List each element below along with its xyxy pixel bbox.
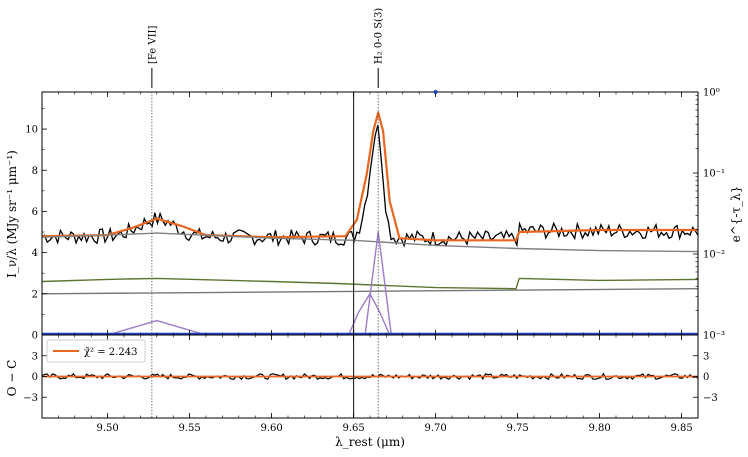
fit-line-1: [41, 111, 698, 242]
x-tick-label: 9.65: [342, 423, 364, 434]
x-tick-label: 9.75: [506, 423, 528, 434]
residual-line: [41, 372, 699, 381]
legend-box: [46, 339, 146, 363]
legend: χ̃² = 2.243: [46, 339, 146, 363]
residual-y-tick-label-right: 3: [703, 351, 709, 362]
x-tick-label: 9.85: [670, 423, 692, 434]
y-tick-label: 4: [32, 248, 38, 259]
line-label-0: [Fe VII]: [147, 25, 158, 64]
extinction-line-3: [41, 277, 699, 290]
observed-spectrum: [41, 124, 699, 248]
y-right-axis-label: e^{-τ_λ}: [729, 186, 743, 243]
continuum-attenuated-line-2: [41, 232, 699, 253]
y-right-tick-label: 10⁻³: [703, 331, 725, 342]
y-right-tick-label: 10⁻²: [703, 250, 725, 261]
main-panel: [41, 91, 699, 336]
residual-y-tick-label: 3: [32, 351, 38, 362]
y-right-tick-label: 10⁰: [703, 88, 720, 99]
x-tick-label: 9.80: [588, 423, 610, 434]
x-tick-label: 9.55: [178, 423, 200, 434]
y-tick-label: 2: [32, 289, 38, 300]
line-component-line-7: [364, 231, 392, 336]
residual-y-tick-label-right: 0: [703, 372, 709, 383]
residual-y-tick-label: 0: [32, 372, 38, 383]
line-label-1: H₂ 0-0 S(3): [374, 8, 385, 64]
residual-y-tick-label-right: −3: [703, 393, 718, 404]
x-tick-label: 9.70: [424, 423, 446, 434]
x-tick-label: 9.50: [96, 423, 118, 434]
y-axis-label: I_ν/λ (MJy sr⁻¹ μm⁻¹): [5, 150, 19, 278]
x-axis-label: λ_rest (μm): [335, 435, 405, 449]
residual-y-tick-label: −3: [23, 393, 38, 404]
legend-label: χ̃² = 2.243: [84, 347, 137, 358]
x-tick-label: 9.60: [260, 423, 282, 434]
residual-y-axis-label: O − C: [5, 360, 19, 397]
y-tick-label: 10: [25, 125, 38, 136]
y-tick-label: 8: [32, 166, 38, 177]
y-tick-label: 0: [32, 331, 38, 342]
top-marker: [433, 90, 438, 94]
y-right-tick-label: 10⁻¹: [703, 169, 725, 180]
y-tick-label: 6: [32, 207, 38, 218]
